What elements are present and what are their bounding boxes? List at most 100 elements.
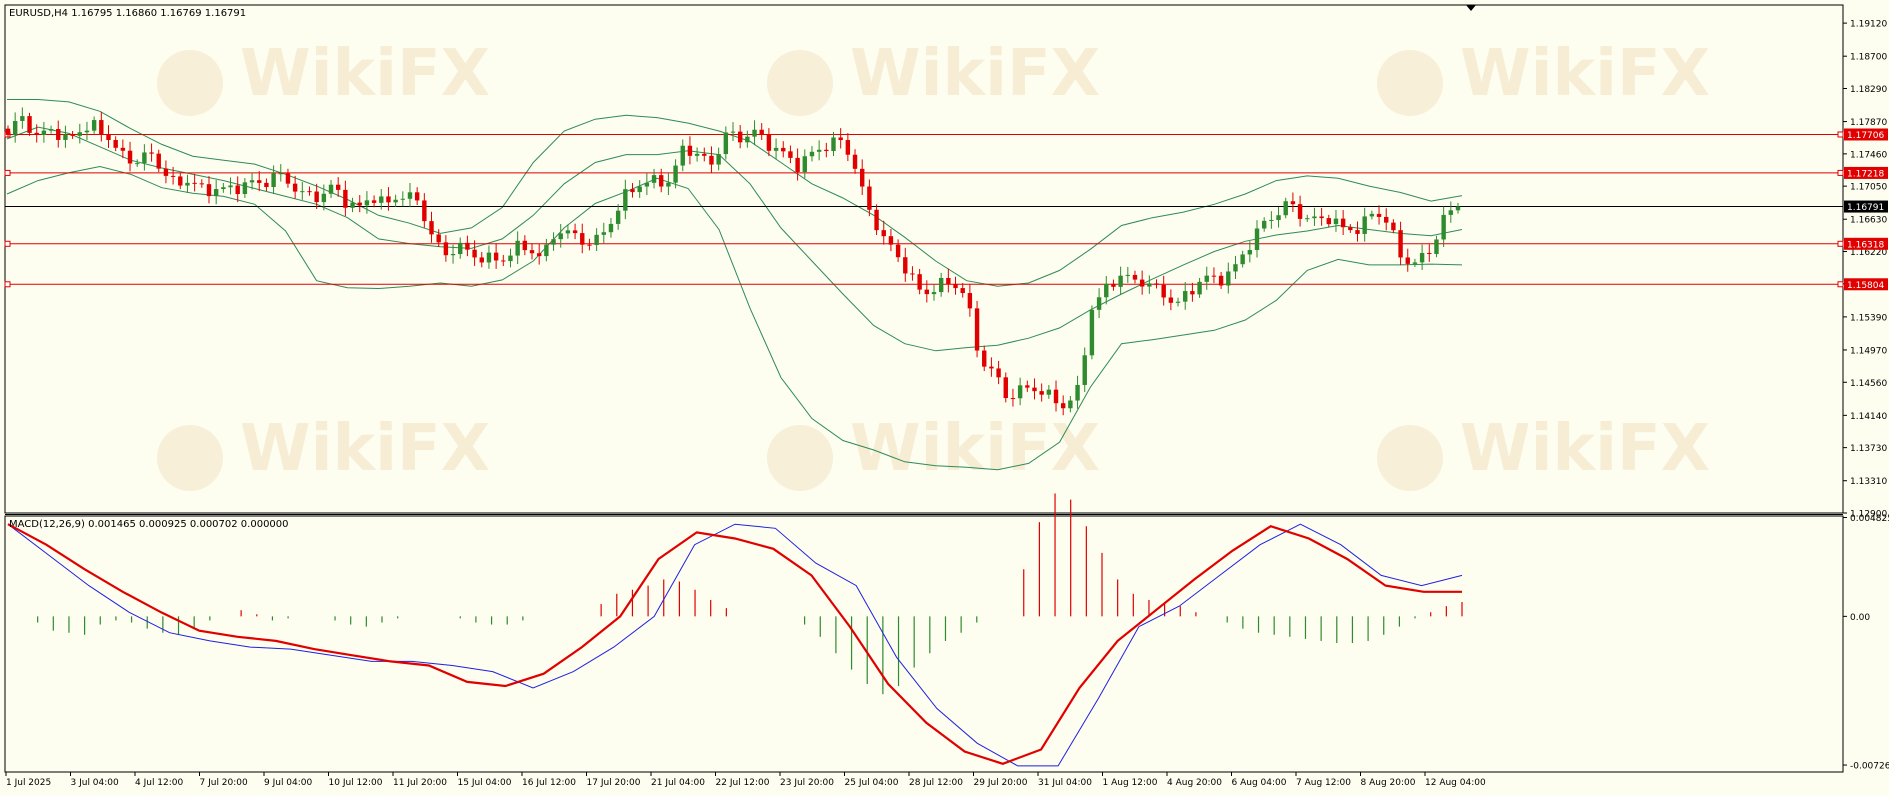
candle-body (824, 149, 829, 152)
level-price-tag[interactable] (1844, 237, 1888, 250)
level-handle-right[interactable] (1837, 240, 1844, 247)
candle-body (1391, 222, 1396, 231)
candle-body (300, 191, 305, 193)
candle (1039, 383, 1044, 402)
candle (845, 133, 851, 162)
candle-body (702, 153, 707, 156)
candle (1197, 277, 1202, 298)
candle-body (536, 253, 542, 257)
candle (1455, 202, 1461, 214)
macd-tick-label: 0.00 (1850, 613, 1870, 623)
candle (874, 204, 879, 236)
candle (1362, 207, 1367, 242)
candle-body (1326, 218, 1331, 225)
time-axis[interactable]: 1 Jul 2025 3 Jul 04:00 4 Jul 12:00 7 Jul 20… (5, 772, 1486, 788)
candle-body (931, 292, 937, 295)
macd-panel-frame (4, 515, 1844, 773)
candle-body (615, 210, 621, 224)
chart-shift-marker-icon[interactable] (1466, 5, 1476, 11)
candle (1369, 210, 1375, 220)
candle-body (264, 182, 269, 187)
level-price-tag[interactable] (1844, 166, 1888, 179)
level-price-tag[interactable] (1844, 128, 1888, 141)
candle (867, 179, 872, 217)
candle-body (515, 240, 520, 256)
candle-body (1283, 201, 1288, 216)
watermark-text: WikiFX (850, 37, 1100, 111)
candle (257, 171, 262, 192)
price-axis[interactable]: 1.19120 1.18700 1.18290 1.17870 1.17460 1.170… (1843, 20, 1888, 520)
candle (307, 186, 312, 196)
candle (716, 147, 721, 171)
candle (34, 124, 39, 143)
candle (781, 141, 786, 158)
level-handle-right[interactable] (1837, 281, 1844, 288)
candle (343, 180, 348, 217)
candle-body (99, 120, 104, 135)
watermark-logo-icon (767, 50, 833, 116)
candle (996, 360, 1001, 385)
candle (422, 193, 427, 228)
candle (1104, 275, 1109, 305)
candle-body (206, 184, 212, 197)
level-handle-left[interactable] (4, 240, 11, 247)
candle (967, 283, 973, 317)
candle-body (328, 184, 334, 194)
candle (1096, 288, 1102, 319)
candle-body (1183, 291, 1188, 302)
candle (479, 252, 484, 268)
candle (465, 235, 470, 257)
level-handle-right[interactable] (1837, 169, 1844, 176)
candle-body (20, 116, 25, 121)
candle-body (1154, 283, 1159, 285)
candle-body (1204, 275, 1209, 282)
candle (357, 195, 362, 213)
candle-body (127, 150, 133, 164)
horizontal-levels[interactable] (4, 131, 1844, 288)
watermark-logo-icon (767, 425, 833, 491)
candle (292, 175, 298, 199)
level-handle-right[interactable] (1837, 131, 1844, 138)
candle (1125, 266, 1131, 283)
candle-body (292, 183, 298, 192)
time-tick-label: 12 Aug 04:00 (1425, 778, 1486, 788)
candle-body (1075, 384, 1080, 401)
candle-body (1355, 230, 1360, 234)
time-tick-label: 17 Jul 20:00 (587, 778, 641, 788)
candle-body (400, 198, 406, 200)
time-tick-label: 1 Aug 12:00 (1103, 778, 1158, 788)
candle-body (314, 191, 319, 203)
candle (91, 116, 97, 134)
time-tick-label: 10 Jul 12:00 (329, 778, 383, 788)
candle (364, 191, 370, 214)
candle (1139, 270, 1145, 295)
candle-body (960, 288, 965, 294)
candle (1269, 211, 1274, 229)
watermark-text: WikiFX (850, 412, 1100, 486)
candle (41, 121, 47, 143)
level-handle-left[interactable] (4, 281, 11, 288)
candle-body (745, 136, 750, 143)
macd-panel (7, 493, 1463, 767)
candle-body (1441, 214, 1446, 240)
candle-body (479, 257, 484, 263)
candle (773, 138, 779, 160)
candle (1046, 385, 1052, 399)
level-handle-left[interactable] (4, 169, 11, 176)
price-tick-label: 1.18700 (1850, 53, 1887, 63)
candle (1010, 388, 1016, 407)
candle-body (1384, 216, 1389, 223)
candle-body (170, 175, 176, 177)
time-tick-label: 29 Jul 20:00 (974, 778, 1028, 788)
candle (1261, 217, 1267, 232)
candle (1297, 195, 1303, 227)
candle-body (666, 182, 671, 187)
price-tick-label: 1.13310 (1850, 477, 1887, 487)
candle (429, 211, 434, 243)
macd-tick-label: -0.00726 (1850, 762, 1889, 772)
level-price-tag[interactable] (1844, 278, 1888, 291)
candle-body (1025, 385, 1030, 388)
price-tick-label: 1.14970 (1850, 346, 1887, 356)
